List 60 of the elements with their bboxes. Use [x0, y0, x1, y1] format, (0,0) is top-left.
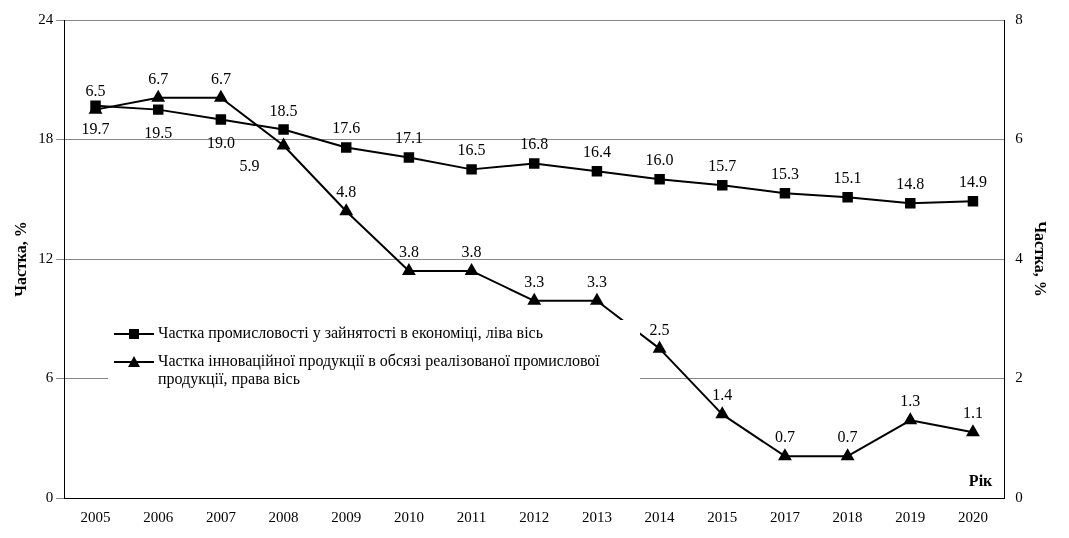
- data-label: 1.4: [712, 386, 733, 404]
- data-label: 6.7: [148, 69, 169, 87]
- x-tick-label: 2011: [456, 508, 487, 525]
- x-tick-label: 2012: [519, 508, 550, 525]
- x-tick-label: 2017: [769, 508, 801, 525]
- legend-label: Частка інноваційної продукції в обсязі реалізованої промислової продукції, права вісь: [158, 352, 601, 388]
- data-label: 17.1: [394, 129, 423, 147]
- data-label: 15.7: [708, 157, 737, 175]
- data-label: 0.7: [837, 428, 858, 446]
- x-tick-label: 2015: [707, 508, 738, 525]
- data-label: 2.5: [649, 320, 670, 338]
- x-tick-label: 2009: [331, 508, 362, 525]
- x-tick-label: 2005: [80, 508, 111, 525]
- data-label: 6.7: [210, 69, 231, 87]
- data-label: 3.3: [524, 272, 545, 290]
- data-label: 15.1: [833, 169, 862, 187]
- data-label: 16.4: [582, 143, 611, 161]
- x-tick-label: 2018: [832, 508, 863, 525]
- y-tick-label: 24: [38, 10, 54, 27]
- data-label: 3.8: [461, 242, 482, 260]
- data-label: 14.9: [958, 173, 987, 191]
- data-label: 18.5: [269, 101, 298, 119]
- y2-tick-label: 2: [1015, 369, 1023, 386]
- x-tick-label: 2014: [644, 508, 676, 525]
- data-label: 19.7: [81, 119, 110, 137]
- y-tick-label: 0: [45, 488, 54, 505]
- x-tick-label: 2020: [957, 508, 988, 525]
- x-tick-label: 2010: [393, 508, 424, 525]
- y-tick-label: 12: [38, 249, 54, 266]
- x-axis-title: Рік: [968, 472, 994, 489]
- data-label: 6.5: [85, 81, 106, 99]
- data-label: 14.8: [896, 175, 925, 193]
- data-label: 16.8: [520, 135, 549, 153]
- data-label: 17.6: [332, 119, 361, 137]
- data-label: 1.3: [900, 392, 921, 410]
- x-tick-label: 2007: [205, 508, 237, 525]
- y2-tick-label: 4: [1015, 249, 1024, 266]
- y-tick-label: 6: [45, 369, 54, 386]
- y2-tick-label: 8: [1015, 10, 1023, 27]
- data-label: 4.8: [336, 183, 357, 201]
- x-tick-label: 2013: [581, 508, 612, 525]
- x-tick-label: 2006: [143, 508, 174, 525]
- data-label: 15.3: [770, 165, 799, 183]
- data-label: 19.0: [206, 133, 235, 151]
- data-label: 3.8: [398, 242, 419, 260]
- data-label: 3.3: [586, 272, 607, 290]
- y-tick-label: 18: [38, 130, 54, 147]
- x-tick-label: 2008: [268, 508, 299, 525]
- data-label: 19.5: [144, 123, 173, 141]
- y2-tick-label: 0: [1015, 488, 1023, 505]
- legend-label: Частка промисловості у зайнятості в економіці, ліва вісь: [158, 324, 543, 342]
- data-label: 1.1: [962, 404, 983, 422]
- y2-axis-title: Частка, %: [1032, 221, 1050, 297]
- data-label: 5.9: [239, 157, 260, 175]
- x-tick-label: 2019: [895, 508, 926, 525]
- y-axis-title: Частка, %: [11, 221, 29, 297]
- y2-tick-label: 6: [1015, 130, 1024, 147]
- data-label: 16.0: [645, 151, 674, 169]
- data-label: 0.7: [774, 428, 795, 446]
- data-label: 16.5: [457, 141, 486, 159]
